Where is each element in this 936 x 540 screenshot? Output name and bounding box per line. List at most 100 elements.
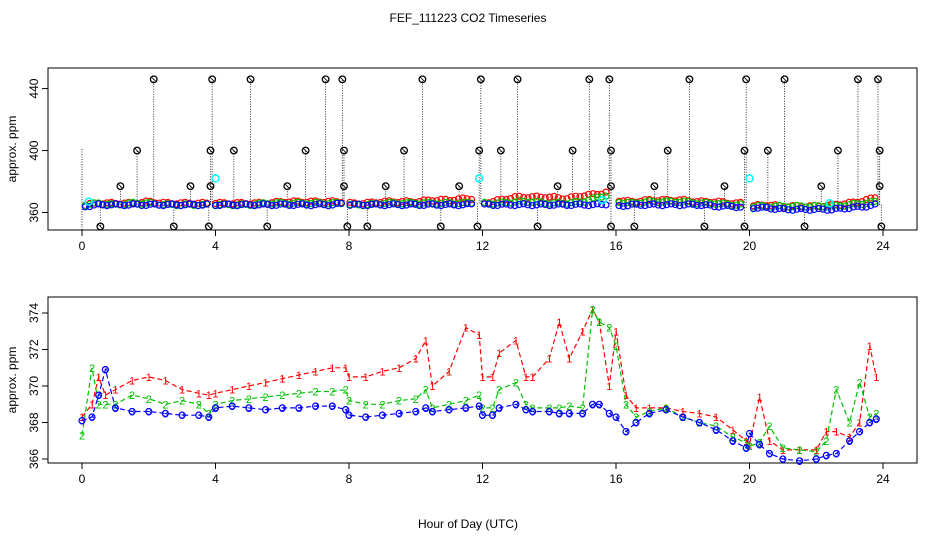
bottom-series-3-label: 3	[129, 407, 135, 419]
top-spike-mid-10	[720, 182, 729, 191]
top-series-3-point	[845, 205, 853, 213]
bottom-series-1-label: 1	[229, 385, 235, 397]
bottom-series-3-label: 3	[730, 436, 736, 448]
top-series-3-point	[307, 202, 315, 210]
top-series-3-point	[589, 201, 597, 209]
top-series-3-point	[446, 200, 454, 208]
top-series-3-point	[120, 202, 129, 210]
top-series-3-point	[684, 200, 693, 208]
bottom-series-1-label: 1	[396, 363, 402, 375]
top-spike-high-28	[833, 146, 842, 155]
top-spike-high-mark-12	[782, 77, 787, 82]
top-spike-high-18	[301, 146, 310, 155]
bottom-series-1-label: 1	[857, 418, 863, 430]
top-spike-high-25	[663, 146, 672, 155]
top-spike-high-mark-8	[587, 77, 592, 82]
top-series-3-point	[129, 200, 137, 208]
bottom-series-3-label: 3	[446, 405, 452, 417]
top-series-3-point	[480, 200, 489, 208]
top-spike-mid-4	[340, 182, 348, 191]
bottom-series-3-label: 3	[580, 408, 586, 420]
bottom-series-2-label: 2	[346, 396, 352, 408]
top-series-3-point	[658, 202, 667, 210]
top-series-3-point	[277, 200, 285, 208]
bottom-series-3-point	[95, 391, 103, 399]
top-spike-mid-8	[607, 182, 615, 191]
bottom-series-3-label: 3	[463, 403, 469, 415]
top-spike-high-mark-5	[420, 77, 425, 82]
top-series-3-point	[420, 201, 428, 209]
bottom-series-3-label: 3	[496, 403, 502, 415]
top-series-3-point	[537, 200, 545, 208]
top-series-3-point	[203, 200, 211, 208]
bottom-series-1-label: 1	[313, 366, 319, 378]
top-series-3-point	[337, 199, 345, 207]
top-spike-mid-12	[875, 182, 884, 191]
top-spike-high-16	[206, 146, 215, 155]
bottom-series-1-label: 1	[329, 363, 335, 375]
top-series-3-point	[597, 200, 606, 209]
top-series-2-point	[381, 200, 389, 208]
bottom-series-3-point	[345, 411, 353, 419]
top-spike-high-mark-1	[209, 77, 215, 82]
bottom-series-1-label: 1	[566, 354, 572, 366]
bottom-series-3-point	[522, 406, 530, 414]
top-spike-high-20	[400, 146, 409, 155]
top-spike-mid-mark-1	[188, 183, 193, 189]
bottom-series-3-point	[362, 413, 370, 421]
bottom-series-1-label: 1	[296, 370, 302, 382]
top-series-3-point	[632, 200, 641, 208]
top-series-2-point	[819, 203, 827, 211]
bottom-series-3-label: 3	[212, 403, 218, 415]
top-series-1-point	[545, 193, 554, 201]
bottom-series-3-point	[262, 406, 270, 414]
top-series-3-point	[329, 201, 337, 209]
top-spike-mid-3	[283, 182, 292, 191]
bottom-series-1-label: 1	[867, 341, 873, 353]
top-series-3-point	[867, 201, 875, 210]
bottom-series-1-label: 1	[496, 348, 502, 360]
bottom-series-2-label: 2	[413, 394, 419, 406]
bottom-series-3-label: 3	[343, 405, 349, 417]
bottom-series-2-label: 2	[313, 387, 319, 399]
bottom-series-3-point	[462, 404, 470, 412]
bottom-series-2-label: 2	[279, 390, 285, 402]
bottom-y-tick-label-3: 372	[27, 339, 41, 359]
top-series-3-point	[667, 200, 675, 208]
top-series-1-point	[840, 200, 849, 208]
bottom-series-3-label: 3	[313, 401, 319, 413]
bottom-series-1-label: 1	[546, 354, 552, 366]
bottom-series-3-label: 3	[680, 412, 686, 424]
bottom-series-3-point	[342, 406, 350, 414]
top-spike-mid-2	[206, 182, 215, 191]
bottom-series-3-point	[161, 409, 169, 417]
top-series-3-point	[728, 202, 736, 211]
top-series-3-point	[320, 201, 328, 209]
bottom-series-1-label: 1	[96, 372, 102, 384]
top-series-3-point	[411, 200, 419, 208]
bottom-series-3-label: 3	[196, 410, 202, 422]
bottom-series-3-label: 3	[523, 405, 529, 417]
top-series-3-point	[168, 200, 176, 208]
top-spike-high-mark-6	[478, 77, 484, 82]
bottom-series-3-point	[205, 413, 213, 421]
top-series-3-point	[862, 203, 870, 211]
bottom-series-1-label: 1	[263, 377, 269, 389]
top-series-3-point	[285, 201, 293, 209]
bottom-series-3-point	[422, 404, 430, 412]
bottom-series-3-label: 3	[146, 407, 152, 419]
bottom-series-1-label: 1	[363, 372, 369, 384]
top-series-1-point	[524, 194, 532, 202]
top-series-3-point	[840, 205, 849, 213]
bottom-series-3-label: 3	[813, 454, 819, 466]
bottom-series-2-label: 2	[446, 399, 452, 411]
top-series-3-point	[780, 205, 788, 213]
top-spike-low-mark-0	[98, 224, 103, 229]
top-series-3-point	[814, 204, 823, 213]
top-spike-high-mark-3	[323, 77, 328, 82]
bottom-series-1-label: 1	[196, 388, 202, 400]
top-series-3-point	[303, 201, 311, 209]
top-series-1-point	[454, 195, 463, 203]
